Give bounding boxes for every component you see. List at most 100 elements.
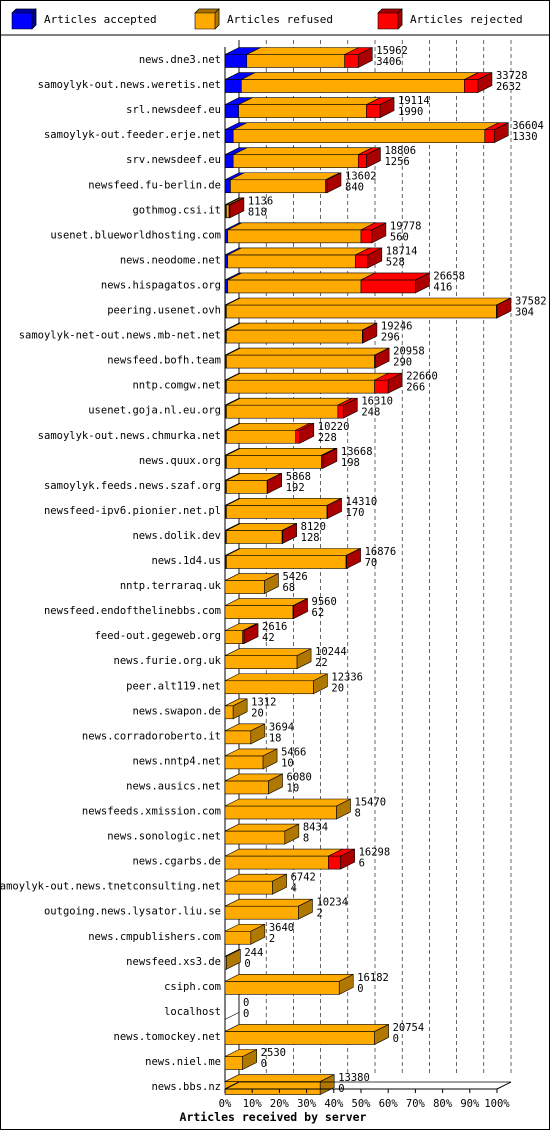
bar-refused-top — [246, 47, 359, 55]
server-label: samoylyk-out.news.tnetconsulting.net — [0, 881, 221, 893]
value-label-2: 8 — [303, 833, 309, 845]
bar-side — [268, 773, 283, 795]
value-label-2: 6 — [359, 858, 365, 870]
value-label-2: 1990 — [398, 106, 423, 118]
value-label-1: 14310 — [346, 496, 378, 508]
server-label: news.corradoroberto.it — [82, 730, 221, 742]
server-label: news.1d4.us — [151, 555, 221, 567]
x-tick-label: 80% — [433, 1098, 453, 1110]
server-label: newsfeed.xs3.de — [126, 956, 221, 968]
value-label-1: 0 — [243, 997, 249, 1009]
value-label-2: 70 — [365, 557, 378, 569]
bar-row — [224, 1012, 240, 1020]
bar-side — [415, 272, 430, 294]
value-label-1: 6742 — [291, 872, 316, 884]
bar-refused — [224, 580, 265, 594]
value-label-2: 128 — [301, 532, 320, 544]
value-label-2: 296 — [381, 332, 400, 344]
bar-empty — [224, 1012, 240, 1020]
bar-refused — [226, 505, 328, 519]
x-tick-label: 100% — [484, 1098, 510, 1110]
bar-refused-top — [224, 798, 351, 807]
bar-row — [224, 748, 278, 770]
bar-row — [224, 898, 313, 920]
bar-row — [224, 97, 395, 119]
bar-side — [371, 222, 387, 244]
value-label-2: 840 — [345, 181, 364, 193]
value-label-2: 10 — [281, 757, 294, 769]
value-label-1: 19246 — [381, 321, 413, 333]
value-label-2: 228 — [318, 432, 337, 444]
value-label-2: 20 — [251, 707, 264, 719]
server-label: news.dolik.dev — [132, 530, 221, 542]
bar-side — [298, 898, 313, 920]
bar-refused-top — [241, 72, 479, 80]
value-label-2: 18 — [269, 732, 282, 744]
bar-refused — [224, 855, 329, 870]
bar-refused — [226, 454, 322, 469]
value-label-1: 16298 — [359, 847, 391, 859]
value-label-2: 2 — [316, 908, 322, 920]
server-label: news.cmpublishers.com — [88, 931, 221, 943]
server-label: news.cgarbs.de — [132, 856, 221, 868]
bar-side — [226, 948, 241, 970]
bar-refused — [227, 254, 356, 269]
bar-row — [224, 172, 342, 194]
bar-refused-top — [224, 1024, 389, 1032]
bar-row — [224, 347, 390, 369]
bar-accepted — [224, 54, 248, 68]
bar-row — [224, 372, 403, 394]
value-label-1: 13602 — [345, 170, 377, 182]
bar-rejected — [355, 254, 369, 269]
bars — [224, 47, 512, 1096]
value-label-1: 26658 — [433, 270, 465, 282]
bar-accepted — [224, 79, 242, 93]
value-label-2: 170 — [346, 507, 365, 519]
bar-refused-top — [238, 97, 381, 105]
bar-row — [224, 1023, 389, 1045]
value-label-2: 2632 — [496, 81, 521, 93]
bar-refused — [224, 830, 286, 845]
bar-refused — [224, 930, 252, 945]
bar-accepted — [224, 254, 229, 269]
bar-refused-top — [227, 222, 376, 231]
value-label-1: 20958 — [393, 346, 425, 358]
value-label-2: 0 — [357, 983, 363, 995]
server-label: news.tomockey.net — [114, 1031, 221, 1043]
bar-row — [224, 698, 248, 720]
value-label-1: 244 — [244, 947, 263, 959]
x-tick-label: 70% — [406, 1098, 426, 1110]
bar-side — [496, 297, 512, 319]
bar-refused-top — [224, 898, 313, 907]
bar-side — [493, 122, 509, 144]
bar-row — [224, 673, 328, 695]
bar-refused-top — [226, 297, 511, 306]
bar-row — [224, 322, 378, 344]
server-label: news.furie.org.uk — [114, 655, 222, 667]
bar-side — [313, 673, 328, 695]
bar-refused-top — [226, 498, 342, 506]
bar-side — [296, 648, 312, 670]
server-label: news.neodome.net — [120, 254, 221, 266]
bar-rejected — [344, 54, 359, 68]
bar-side — [282, 522, 297, 544]
value-label-2: 8 — [355, 808, 361, 820]
bar-refused-top — [226, 347, 389, 356]
value-label-1: 3640 — [269, 922, 294, 934]
legend-swatch-side — [214, 8, 220, 30]
bar-side — [299, 422, 315, 444]
bar-refused — [226, 304, 497, 319]
bar-refused-top — [227, 247, 370, 256]
server-label: srv.newsdeef.eu — [126, 154, 221, 166]
value-label-1: 6080 — [287, 771, 312, 783]
x-tick-label: 90% — [460, 1098, 480, 1110]
bar-side — [343, 397, 358, 419]
bar-rejected — [360, 229, 373, 244]
value-label-2: 68 — [282, 582, 295, 594]
bar-refused-top — [226, 447, 336, 456]
value-label-1: 22660 — [406, 371, 438, 383]
bar-rejected — [295, 429, 301, 444]
bar-refused-top — [233, 147, 373, 155]
bar-refused — [227, 279, 362, 294]
value-label-2: 42 — [262, 632, 275, 644]
